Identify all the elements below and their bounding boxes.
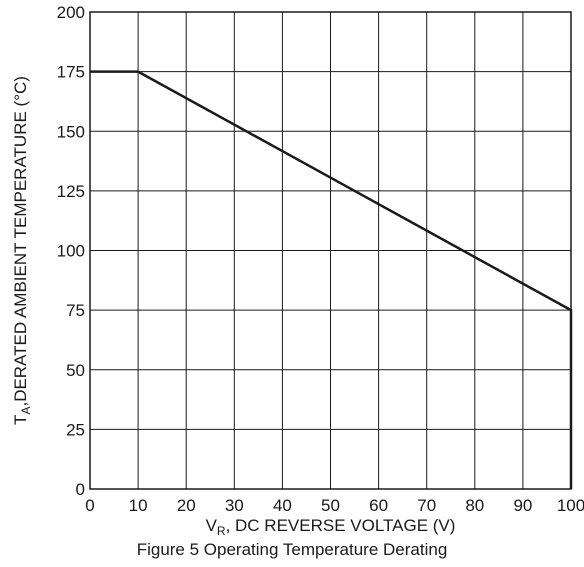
x-tick-label: 10 (129, 496, 148, 515)
x-tick-label: 70 (417, 496, 436, 515)
y-tick-label: 50 (66, 361, 85, 380)
y-axis-label-sub: A (19, 407, 33, 415)
x-tick-label: 60 (369, 496, 388, 515)
chart-svg: 0 25 50 75 100 125 150 175 200 0 10 20 30 40 50 60 70 80… (11, 3, 584, 538)
y-tick-labels: 0 25 50 75 100 125 150 175 200 (57, 3, 85, 499)
x-tick-label: 50 (321, 496, 340, 515)
x-tick-label: 0 (85, 496, 94, 515)
y-tick-label: 25 (66, 420, 85, 439)
y-axis-label-rest: ,DERATED AMBIENT TEMPERATURE (°C) (11, 76, 30, 406)
series-layer (90, 70, 573, 489)
x-tick-labels: 0 10 20 30 40 50 60 70 80 90 100 (85, 496, 584, 515)
x-tick-label: 40 (273, 496, 292, 515)
y-tick-label: 175 (57, 63, 85, 82)
x-tick-label: 20 (177, 496, 196, 515)
x-axis-label-main: V (206, 516, 218, 535)
y-axis-label-main: T (11, 415, 30, 425)
x-tick-label: 90 (513, 496, 532, 515)
y-tick-label: 150 (57, 122, 85, 141)
y-tick-label: 100 (57, 242, 85, 261)
y-tick-label: 75 (66, 301, 85, 320)
derating-curve (90, 70, 573, 489)
x-tick-label: 100 (557, 496, 584, 515)
plot-area-frame (89, 11, 572, 490)
x-axis-label: VR, DC REVERSE VOLTAGE (V) (206, 516, 456, 538)
x-axis-label-sub: R (217, 524, 226, 538)
figure-caption: Figure 5 Operating Temperature Derating (136, 540, 448, 559)
y-tick-label: 0 (76, 480, 85, 499)
x-axis-label-rest: , DC REVERSE VOLTAGE (V) (226, 516, 456, 535)
y-axis-label: TA,DERATED AMBIENT TEMPERATURE (°C) (11, 76, 33, 425)
x-tick-label: 80 (465, 496, 484, 515)
y-tick-label: 125 (57, 182, 85, 201)
y-tick-label: 200 (57, 3, 85, 22)
x-tick-label: 30 (225, 496, 244, 515)
